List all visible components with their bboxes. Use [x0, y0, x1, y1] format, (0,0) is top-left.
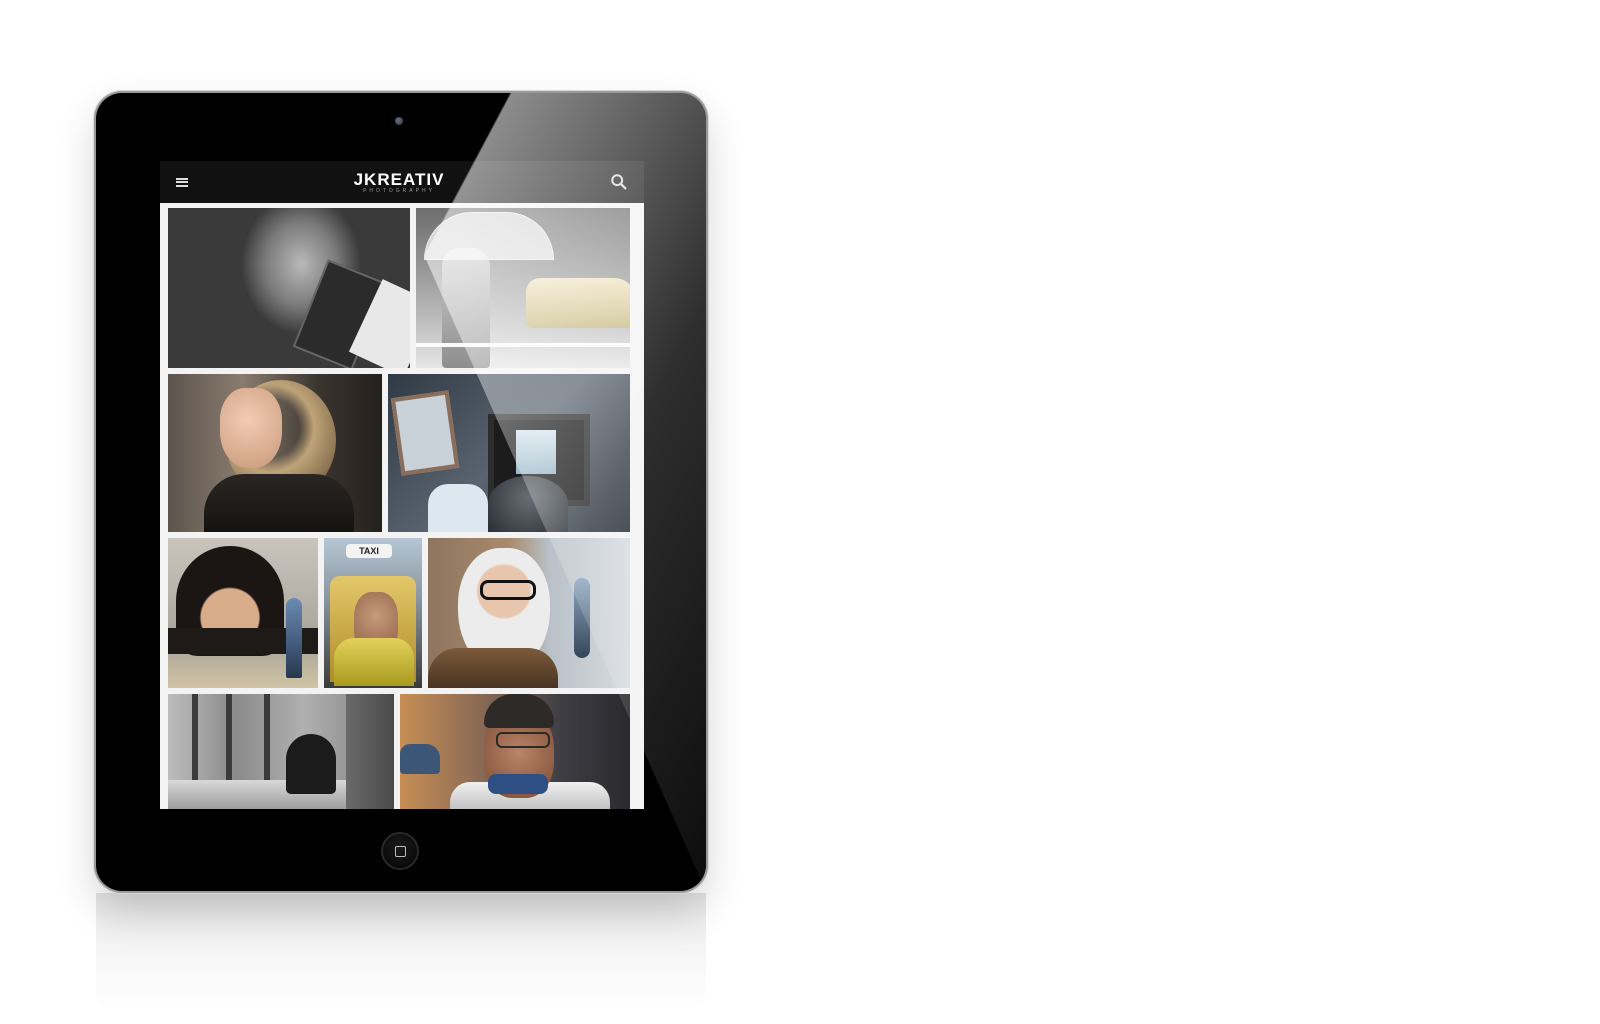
- gallery-photo-old-man-beard[interactable]: [428, 538, 630, 688]
- tablet-device: JKREATIV PHOTOGRAPHY TAXI: [96, 93, 706, 891]
- gallery-photo-blonde-woman[interactable]: [168, 374, 382, 532]
- home-square-icon: [394, 845, 406, 857]
- app-header: JKREATIV PHOTOGRAPHY: [160, 161, 644, 203]
- home-button[interactable]: [383, 834, 417, 868]
- gallery-photo-taxi-driver[interactable]: TAXI: [324, 538, 422, 688]
- photo-gallery-grid: TAXI: [160, 203, 644, 809]
- gallery-photo-young-man[interactable]: [168, 538, 318, 688]
- taxi-sign: TAXI: [346, 544, 392, 558]
- logo-subtitle: PHOTOGRAPHY: [363, 187, 435, 194]
- site-logo[interactable]: JKREATIV PHOTOGRAPHY: [354, 171, 445, 194]
- gallery-photo-woman-with-umbrella[interactable]: [416, 208, 630, 368]
- hamburger-menu-icon[interactable]: [176, 177, 188, 187]
- search-icon[interactable]: [610, 173, 628, 191]
- logo-title: JKREATIV: [353, 169, 445, 189]
- tablet-screen: JKREATIV PHOTOGRAPHY TAXI: [160, 161, 644, 809]
- gallery-photo-picture-frames[interactable]: [388, 374, 630, 532]
- gallery-photo-man-on-phone[interactable]: [400, 694, 630, 809]
- gallery-photo-crouching-person[interactable]: [168, 694, 394, 809]
- gallery-photo-street-neck-tattoo[interactable]: [168, 208, 410, 368]
- tablet-reflection: [96, 893, 706, 1013]
- front-camera-icon: [395, 117, 403, 125]
